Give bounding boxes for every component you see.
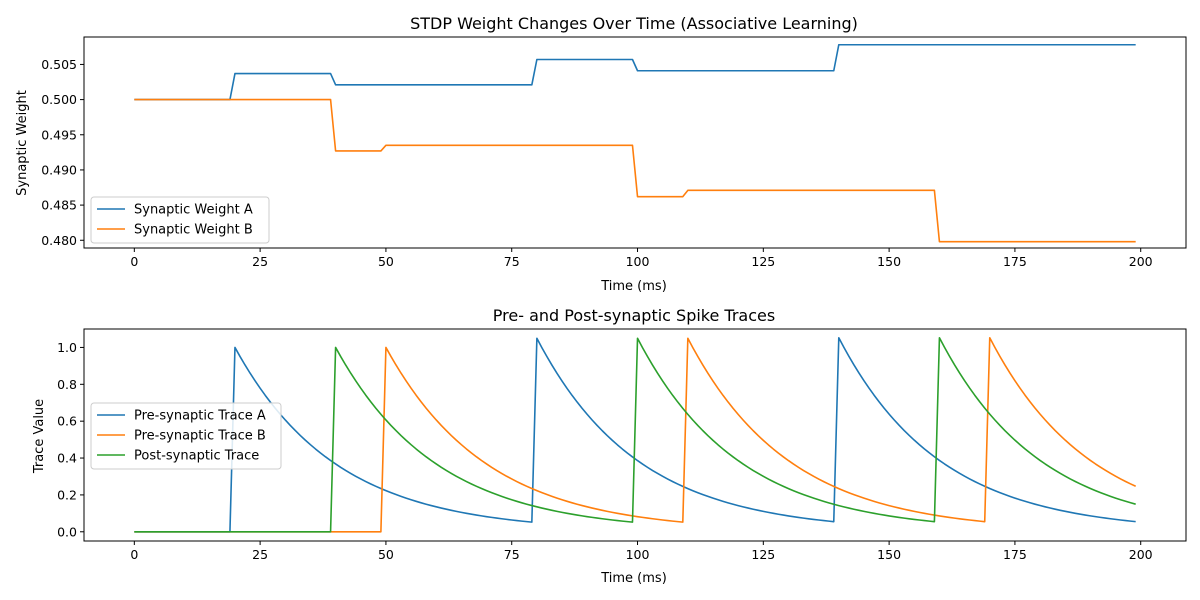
weights-x-tick-label: 0 <box>130 254 138 269</box>
traces-series-line-3 <box>134 337 1136 533</box>
weights-x-tick-label: 75 <box>504 254 520 269</box>
weights-y-tick-label: 0.500 <box>41 92 77 107</box>
traces-legend-label: Pre-synaptic Trace B <box>134 429 266 444</box>
traces-y-tick-label: 1.0 <box>57 340 77 355</box>
traces-x-tick-label: 25 <box>252 547 268 562</box>
traces-x-tick-label: 100 <box>626 547 650 562</box>
weights-x-tick-label: 100 <box>626 254 650 269</box>
weights-y-tick-label: 0.480 <box>41 233 77 248</box>
traces-y-tick-label: 0.8 <box>57 377 77 392</box>
traces-y-tick-label: 0.2 <box>57 487 77 502</box>
weights-x-tick-label: 200 <box>1129 254 1153 269</box>
traces-x-tick-label: 75 <box>504 547 520 562</box>
traces-y-tick-label: 0.6 <box>57 414 77 429</box>
traces-legend-box <box>90 402 282 470</box>
weights-x-tick-label: 25 <box>252 254 268 269</box>
weights-plot-frame <box>83 36 1187 249</box>
traces-x-tick-label: 50 <box>378 547 394 562</box>
weights-x-axis-label: Time (ms) <box>600 279 667 294</box>
traces-x-axis-label: Time (ms) <box>600 571 667 586</box>
weights-series-line-2 <box>134 98 1136 243</box>
traces-y-tick-label: 0.0 <box>57 524 77 539</box>
traces-plot-frame <box>83 328 1187 542</box>
weights-x-tick-label: 125 <box>751 254 775 269</box>
traces-legend-label: Pre-synaptic Trace A <box>134 409 266 424</box>
weights-chart: STDP Weight Changes Over Time (Associati… <box>15 14 1187 294</box>
traces-x-tick-label: 125 <box>751 547 775 562</box>
weights-legend-label: Synaptic Weight A <box>134 203 253 218</box>
weights-chart-title: STDP Weight Changes Over Time (Associati… <box>410 14 858 33</box>
weights-x-tick-label: 150 <box>877 254 901 269</box>
traces-x-tick-label: 200 <box>1129 547 1153 562</box>
traces-y-tick-label: 0.4 <box>57 451 77 466</box>
traces-y-axis-label: Trace Value <box>32 399 47 474</box>
weights-legend-label: Synaptic Weight B <box>134 223 253 238</box>
traces-x-tick-label: 0 <box>130 547 138 562</box>
weights-x-tick-label: 50 <box>378 254 394 269</box>
traces-chart: Pre- and Post-synaptic Spike Traces Time… <box>32 306 1187 586</box>
traces-chart-title: Pre- and Post-synaptic Spike Traces <box>493 306 775 325</box>
weights-series-line-1 <box>134 43 1136 101</box>
weights-legend-box <box>90 196 270 244</box>
weights-y-tick-label: 0.490 <box>41 162 77 177</box>
weights-x-tick-label: 175 <box>1003 254 1027 269</box>
traces-legend-label: Post-synaptic Trace <box>134 449 259 464</box>
weights-y-tick-label: 0.485 <box>41 198 77 213</box>
weights-y-tick-label: 0.505 <box>41 57 77 72</box>
weights-y-axis-label: Synaptic Weight <box>15 90 30 196</box>
traces-x-tick-label: 150 <box>877 547 901 562</box>
traces-x-tick-label: 175 <box>1003 547 1027 562</box>
weights-y-tick-label: 0.495 <box>41 127 77 142</box>
